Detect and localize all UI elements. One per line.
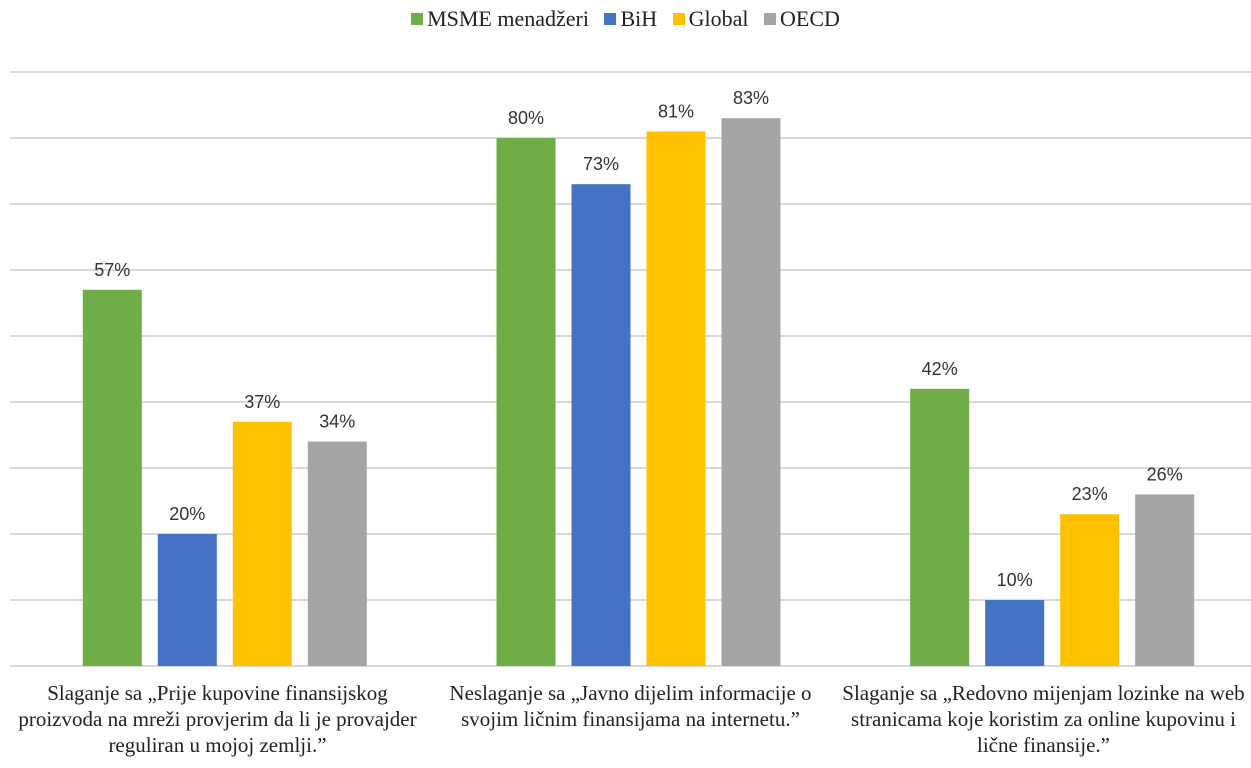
legend-item-msme: MSME menadžeri: [411, 6, 589, 32]
bar-msme-3: [910, 388, 970, 666]
legend-label-oecd: OECD: [780, 6, 840, 31]
bar-oecd-1: [307, 441, 367, 666]
data-label-oecd-1: 34%: [319, 412, 355, 432]
data-label-bih-3: 10%: [997, 570, 1033, 590]
data-label-global-1: 37%: [244, 392, 280, 412]
data-label-msme-1: 57%: [94, 260, 130, 280]
legend-item-oecd: OECD: [764, 6, 840, 32]
bar-oecd-3: [1135, 494, 1195, 666]
data-label-msme-3: 42%: [922, 359, 958, 379]
data-label-msme-2: 80%: [508, 108, 544, 128]
category-label-3: Slaganje sa „Redovno mijenjam lozinke na…: [842, 681, 1245, 757]
bar-global-1: [232, 421, 292, 666]
bar-msme-2: [496, 138, 556, 666]
bar-bih-3: [985, 600, 1045, 666]
category-label-2: Neslaganje sa „Javno dijelim informacije…: [449, 681, 812, 731]
bar-bih-2: [571, 184, 631, 666]
chart-legend: MSME menadžeri BiH Global OECD: [0, 6, 1251, 32]
legend-swatch-oecd: [764, 13, 777, 25]
legend-swatch-msme: [411, 13, 424, 25]
legend-item-bih: BiH: [604, 6, 657, 32]
legend-item-global: Global: [672, 6, 749, 32]
legend-swatch-bih: [604, 13, 617, 25]
data-label-global-3: 23%: [1072, 484, 1108, 504]
data-label-bih-2: 73%: [583, 154, 619, 174]
data-label-bih-1: 20%: [169, 504, 205, 524]
legend-label-global: Global: [688, 6, 749, 31]
legend-label-msme: MSME menadžeri: [427, 6, 589, 31]
legend-swatch-global: [672, 13, 685, 25]
data-label-oecd-3: 26%: [1147, 464, 1183, 484]
data-label-oecd-2: 83%: [733, 88, 769, 108]
bar-global-3: [1060, 514, 1120, 666]
bar-global-2: [646, 131, 706, 666]
category-label-1: Slaganje sa „Prije kupovine finansijskog…: [18, 681, 417, 757]
data-label-global-2: 81%: [658, 101, 694, 121]
bar-oecd-2: [721, 118, 781, 666]
bar-msme-1: [82, 289, 142, 666]
legend-label-bih: BiH: [620, 6, 658, 31]
bar-bih-1: [157, 534, 217, 666]
